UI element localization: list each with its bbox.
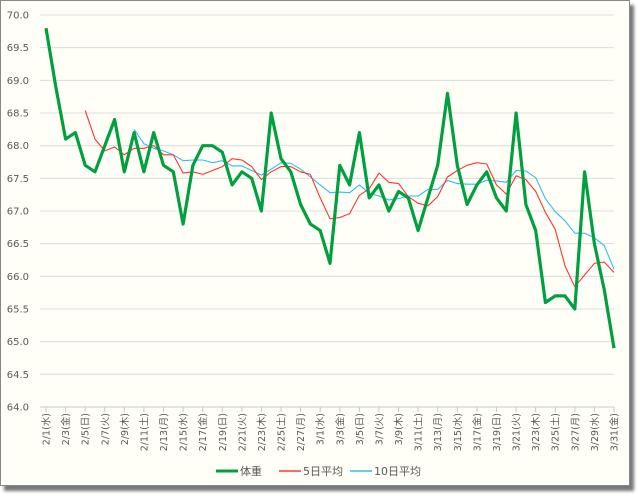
- y-tick-label: 67.5: [7, 174, 29, 185]
- y-tick-label: 69.5: [7, 43, 29, 54]
- x-tick-label: 3/13(月): [433, 413, 444, 451]
- x-tick-label: 2/11(土): [138, 413, 150, 451]
- x-tick-label: 3/15(水): [452, 413, 464, 451]
- x-tick-label: 2/19(日): [218, 413, 229, 451]
- x-tick-label: 2/9(木): [119, 413, 131, 445]
- x-tick-label: 2/23(木): [256, 413, 268, 451]
- y-tick-label: 70.0: [7, 11, 29, 22]
- x-tick-label: 2/21(火): [237, 413, 248, 451]
- x-tick-label: 3/3(金): [334, 413, 346, 445]
- x-tick-label: 2/25(土): [276, 413, 288, 451]
- x-tick-label: 3/7(火): [374, 413, 385, 445]
- x-tick-label: 3/19(日): [492, 413, 503, 451]
- y-tick-label: 69.0: [7, 76, 29, 87]
- y-tick-label: 66.5: [7, 239, 29, 250]
- x-tick-label: 3/29(水): [589, 413, 601, 451]
- legend-label-0: 体重: [240, 464, 262, 478]
- x-tick-label: 3/5(日): [355, 413, 366, 445]
- y-tick-label: 68.5: [7, 109, 29, 120]
- y-tick-label: 68.0: [7, 141, 29, 152]
- series-line-2: [134, 129, 614, 269]
- x-tick-label: 2/17(金): [197, 413, 209, 451]
- x-tick-label: 3/11(土): [413, 413, 425, 451]
- x-tick-label: 2/13(月): [159, 413, 170, 451]
- x-tick-label: 2/5(日): [81, 413, 92, 445]
- x-tick-label: 2/27(月): [296, 413, 307, 451]
- y-tick-label: 67.0: [7, 207, 29, 218]
- series-line-1: [85, 110, 614, 286]
- x-tick-label: 2/7(火): [100, 413, 111, 445]
- y-tick-label: 66.0: [7, 272, 29, 283]
- x-tick-label: 3/23(木): [530, 413, 542, 451]
- legend-label-1: 5日平均: [303, 465, 343, 478]
- x-tick-label: 2/1(水): [41, 413, 53, 445]
- x-tick-label: 3/9(木): [393, 413, 405, 445]
- y-tick-label: 65.0: [7, 337, 29, 348]
- x-tick-label: 3/25(土): [550, 413, 562, 451]
- y-tick-label: 65.5: [7, 305, 29, 316]
- x-tick-label: 3/21(火): [512, 413, 523, 451]
- x-tick-label: 2/15(水): [178, 413, 190, 451]
- x-tick-label: 2/3(金): [60, 413, 72, 445]
- y-tick-label: 64.0: [7, 403, 29, 414]
- x-tick-label: 3/31(金): [609, 413, 621, 451]
- y-tick-label: 64.5: [7, 370, 29, 381]
- legend-label-2: 10日平均: [374, 465, 421, 478]
- x-tick-label: 3/27(月): [570, 413, 581, 451]
- chart-frame: 64.0 64.5 65.0 65.5 66.0 66.5 67.0 67.5 68.0 68.5…: [0, 0, 630, 486]
- x-tick-label: 3/17(金): [471, 413, 483, 451]
- series-line-0: [46, 28, 614, 348]
- x-tick-label: 3/1(水): [315, 413, 327, 445]
